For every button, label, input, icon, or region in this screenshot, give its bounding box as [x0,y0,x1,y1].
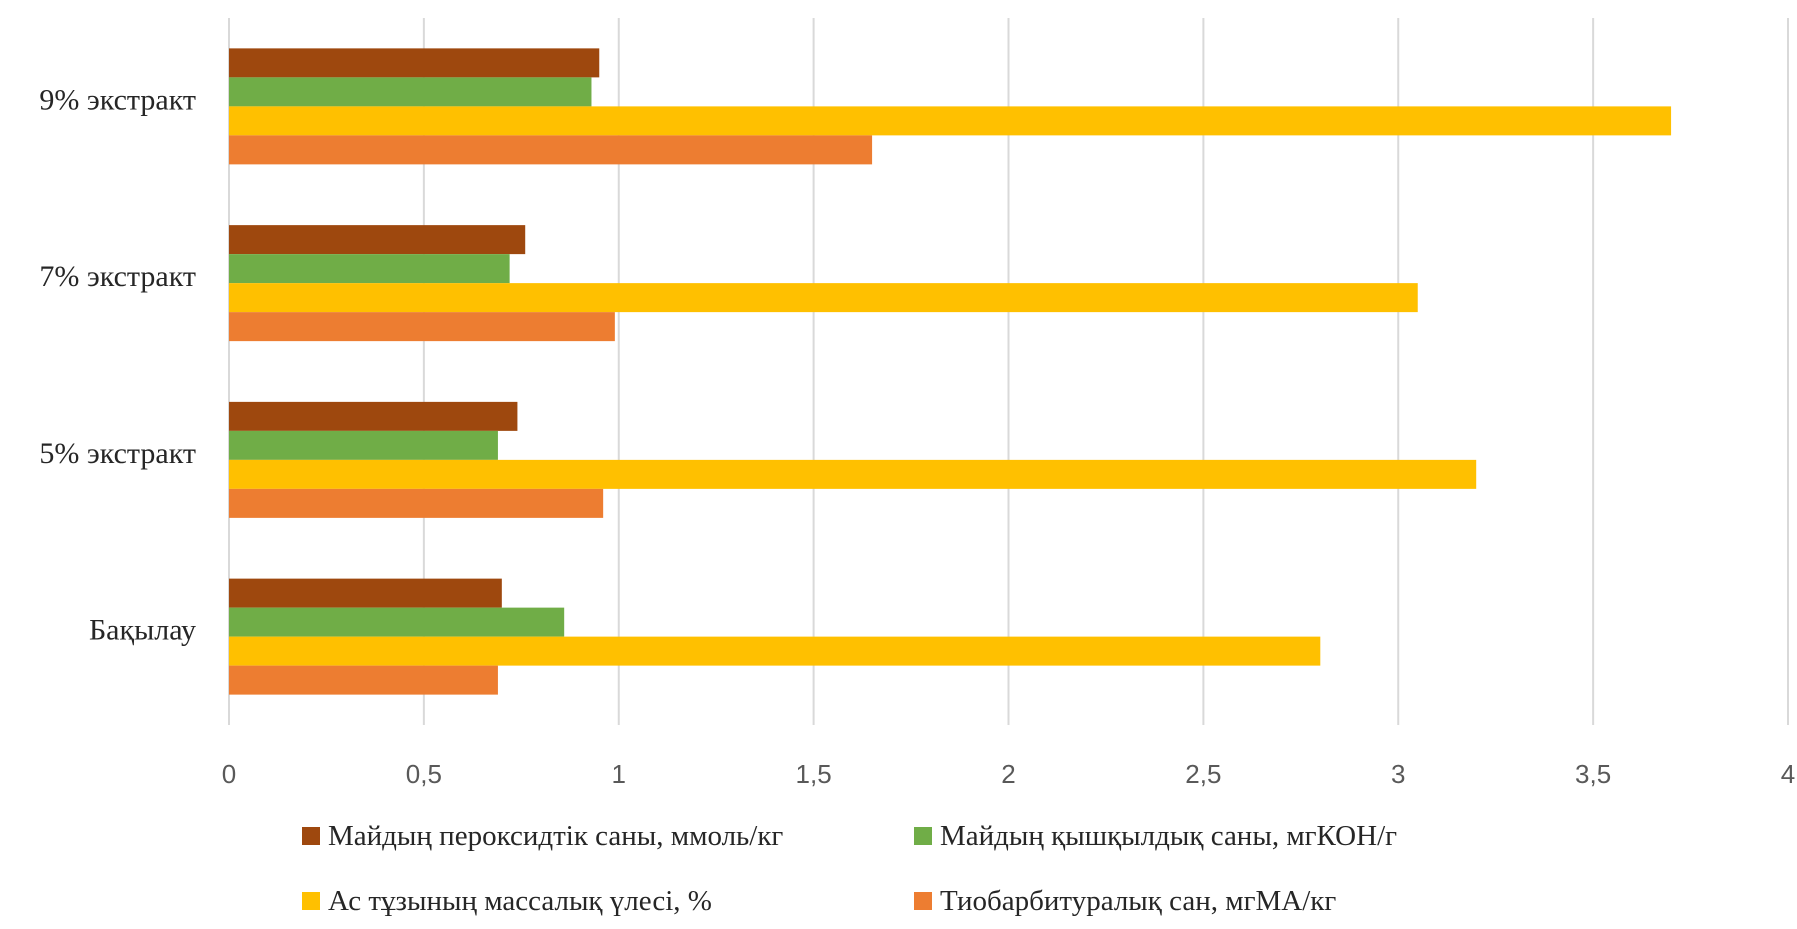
legend-label: Майдың пероксидтік саны, ммоль/кг [328,820,783,852]
legend-swatch [302,892,320,910]
category-label: 9% экстракт [39,83,196,116]
legend-label: Ас тұзының массалық үлесі, % [328,885,712,917]
bar [229,225,526,255]
bar [229,312,615,342]
legend-swatch [914,827,932,845]
x-tick-label: 2,5 [1185,759,1221,789]
x-tick-label: 1 [612,759,626,789]
bar [229,488,604,518]
x-tick-labels: 0 0,5 1 1,5 2 2,5 3 3,5 4 [222,759,1795,789]
bar [229,401,518,431]
x-tick-label: 0 [222,759,236,789]
bar [229,578,502,608]
legend-label: Тиобарбитуралық сан, мгМА/кг [940,885,1336,917]
bar [229,48,600,78]
legend-label: Майдың қышқылдық саны, мгКОН/г [940,820,1397,852]
bar [229,106,1672,136]
bar [229,607,565,637]
bar [229,665,498,695]
category-label: 7% экстракт [39,260,196,293]
x-tick-label: 2 [1001,759,1015,789]
bar [229,135,873,165]
legend-swatch [302,827,320,845]
bar [229,636,1321,666]
category-label: Бақылау [89,614,196,647]
category-label: 5% экстракт [39,437,196,470]
x-tick-label: 0,5 [406,759,442,789]
bar [229,283,1418,313]
category-labels: Бақылау 5% экстракт 7% экстракт 9% экстракт [39,83,196,646]
bar [229,254,510,284]
bars [229,48,1672,695]
x-tick-label: 3,5 [1575,759,1611,789]
bar [229,459,1477,489]
legend-swatch [914,892,932,910]
x-tick-label: 4 [1781,759,1795,789]
x-tick-label: 1,5 [796,759,832,789]
bar [229,77,592,107]
x-tick-label: 3 [1391,759,1405,789]
bar [229,430,498,460]
legend: Майдың пероксидтік саны, ммоль/кг Майдың … [302,820,1397,917]
